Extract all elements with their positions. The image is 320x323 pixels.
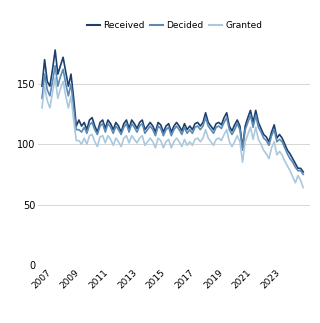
Granted [177, 140, 181, 144]
Line: Granted: Granted [42, 78, 303, 188]
Decided [177, 128, 181, 131]
Received [40, 84, 44, 88]
Granted [93, 140, 97, 144]
Received [177, 124, 181, 128]
Received [53, 48, 57, 52]
Received [301, 170, 305, 174]
Decided [283, 146, 287, 150]
Line: Decided: Decided [42, 66, 303, 174]
Granted [291, 175, 295, 179]
Decided [301, 172, 305, 176]
Received [198, 124, 202, 128]
Received [103, 127, 107, 130]
Decided [103, 130, 107, 134]
Decided [53, 64, 57, 68]
Granted [40, 106, 44, 110]
Decided [198, 128, 202, 131]
Decided [40, 96, 44, 100]
Received [283, 142, 287, 146]
Received [93, 124, 97, 128]
Granted [103, 141, 107, 145]
Decided [291, 160, 295, 164]
Granted [198, 140, 202, 144]
Decided [93, 128, 97, 131]
Legend: Received, Decided, Granted: Received, Decided, Granted [83, 17, 266, 33]
Received [291, 157, 295, 161]
Line: Received: Received [42, 50, 303, 172]
Granted [283, 159, 287, 163]
Granted [301, 186, 305, 190]
Granted [53, 76, 57, 80]
